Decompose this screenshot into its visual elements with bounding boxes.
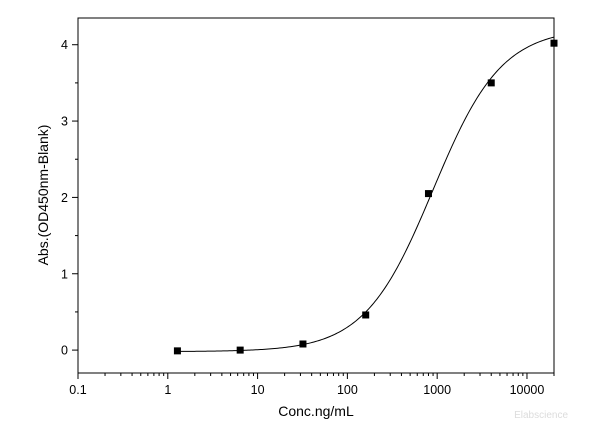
x-tick-label: 100 bbox=[337, 383, 358, 397]
y-axis-title: Abs.(OD450nm-Blank) bbox=[35, 125, 51, 266]
plot-frame bbox=[77, 17, 555, 374]
x-tick-label: 10 bbox=[251, 383, 265, 397]
data-point bbox=[299, 340, 307, 348]
y-axis: 0 1 2 3 4 bbox=[61, 38, 78, 358]
data-point bbox=[362, 311, 370, 319]
x-tick-label: 1000 bbox=[423, 383, 451, 397]
y-tick-label: 3 bbox=[61, 115, 68, 129]
data-point bbox=[550, 39, 558, 47]
x-axis-title: Conc.ng/mL bbox=[278, 403, 354, 419]
data-point bbox=[173, 347, 181, 355]
data-point bbox=[236, 346, 244, 354]
x-tick-label: 0.1 bbox=[69, 383, 86, 397]
data-point bbox=[424, 190, 432, 198]
x-tick-label: 10000 bbox=[510, 383, 545, 397]
y-tick-label: 1 bbox=[61, 267, 68, 281]
y-tick-label: 2 bbox=[61, 191, 68, 205]
x-tick-label: 1 bbox=[164, 383, 171, 397]
fit-curve bbox=[177, 36, 555, 352]
data-point bbox=[487, 79, 495, 87]
y-tick-label: 0 bbox=[61, 344, 68, 358]
y-tick-label: 4 bbox=[61, 38, 68, 52]
x-axis: 0.1 1 10 100 1000 10000 bbox=[69, 373, 555, 397]
data-points bbox=[173, 39, 558, 355]
watermark: Elabscience bbox=[514, 410, 568, 421]
